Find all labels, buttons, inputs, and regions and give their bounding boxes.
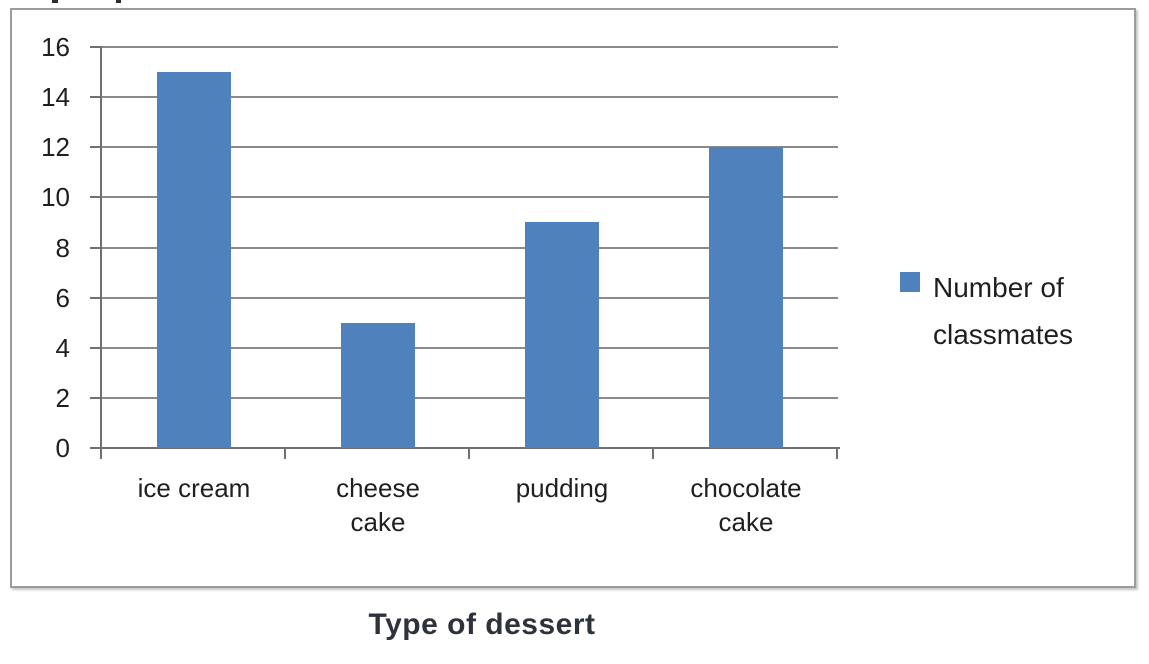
x-category-label-line: cake [350,507,406,537]
y-tick-mark-16 [90,46,102,48]
x-tick-mark-2 [468,449,470,459]
y-tick-label-2: 2 [55,382,70,413]
gridline-8 [102,246,838,249]
bar-ice-cream [157,72,231,448]
legend-label-line2: classmates [933,319,1074,350]
y-tick-label-12: 12 [41,132,70,163]
y-tick-mark-12 [90,146,102,149]
bar-chocolate-cake [709,147,783,448]
x-category-label-line: pudding [515,473,609,503]
x-category-label-chocolate-cake: chocolate cake [654,471,838,539]
x-axis-line [100,447,840,449]
y-tick-mark-2 [90,396,102,399]
x-category-label-line: chocolate [690,473,802,503]
x-tick-mark-3 [652,449,654,459]
y-axis-line [100,47,102,458]
y-tick-label-10: 10 [41,182,70,213]
plot-area [102,46,838,448]
y-tick-mark-8 [90,246,102,249]
y-tick-mark-0 [90,447,102,449]
gridline-10 [102,196,838,199]
y-tick-mark-10 [90,196,102,199]
y-tick-label-14: 14 [41,82,70,113]
legend-series-marker-icon [900,272,920,292]
y-tick-mark-4 [90,346,102,349]
x-axis-title: Type of dessert [368,608,596,641]
y-tick-mark-6 [90,296,102,299]
x-category-label-line: cheese [336,473,420,503]
gridline-6 [102,296,838,299]
x-category-label-line: ice cream [137,473,251,503]
legend-label-line1: Number of [933,272,1064,303]
y-tick-label-8: 8 [55,232,70,263]
y-tick-label-0: 0 [55,433,70,463]
gridline-4 [102,346,838,349]
y-tick-label-16: 16 [41,32,70,62]
legend: Number of classmates [900,264,1073,358]
y-tick-mark-14 [90,96,102,99]
x-tick-mark-1 [284,449,286,459]
cropped-text-descender [52,0,58,3]
x-category-label-cheese-cake: cheese cake [286,471,470,539]
bar-cheese-cake [341,322,415,448]
gridline-16 [102,46,838,48]
legend-label: Number of classmates [933,264,1073,358]
gridline-14 [102,96,838,99]
bar-pudding [525,222,599,448]
y-tick-label-4: 4 [55,332,70,363]
x-tick-mark-0 [100,449,102,459]
gridline-12 [102,146,838,149]
gridline-2 [102,396,838,399]
x-category-label-line: cake [718,507,774,537]
x-tick-mark-4 [836,449,838,459]
cropped-text-descender [116,0,121,3]
x-category-label-pudding: pudding [470,471,654,505]
x-category-label-ice-cream: ice cream [102,471,286,505]
y-tick-label-6: 6 [55,282,70,313]
